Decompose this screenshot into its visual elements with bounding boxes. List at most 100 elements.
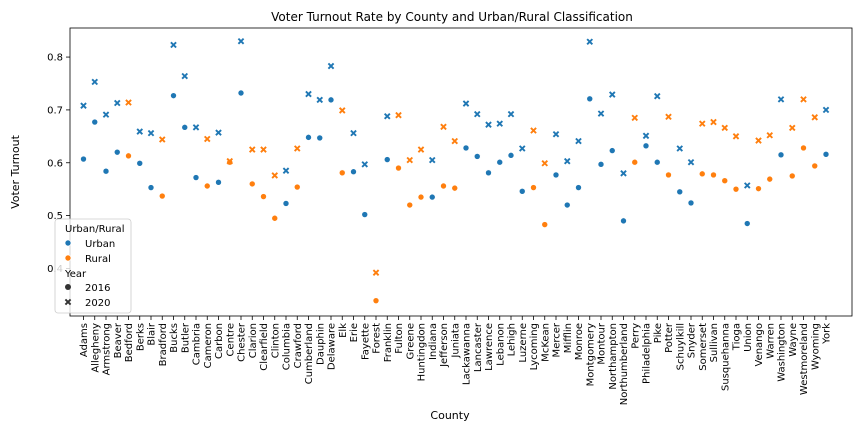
x-tick-label: Westmoreland	[799, 323, 810, 395]
point-2020	[158, 136, 166, 143]
point-2020	[80, 102, 87, 109]
point-2020	[473, 110, 481, 118]
legend-frame	[54, 218, 132, 314]
point-2020	[496, 120, 504, 127]
point-2020	[406, 156, 414, 164]
x-tick-label: Clinton	[270, 323, 281, 358]
point-2016	[800, 144, 807, 152]
point-2016	[642, 142, 650, 150]
x-tick-label: Fulton	[394, 323, 405, 354]
point-2016	[260, 193, 267, 200]
x-tick-label: Erie	[349, 323, 360, 342]
point-2020	[327, 62, 335, 70]
y-tick-label: 0.7	[47, 105, 63, 116]
point-2016	[181, 124, 189, 131]
point-2020	[631, 114, 639, 122]
legend-style-items: 2016 2020	[64, 283, 110, 309]
point-2020	[743, 182, 751, 189]
point-2020	[372, 269, 380, 276]
point-2016	[327, 96, 335, 104]
x-tick-label: Lackawanna	[462, 323, 473, 385]
x-tick-label: Berks	[135, 323, 146, 351]
point-2016	[721, 177, 729, 185]
point-2020	[563, 157, 571, 165]
x-tick-label: Blair	[147, 322, 158, 346]
point-2016	[350, 168, 357, 176]
point-2016	[125, 152, 132, 160]
x-tick-label: Forest	[372, 323, 383, 354]
x-tick-label: Centre	[225, 323, 236, 356]
x-tick-label: Snyder	[687, 322, 698, 358]
legend-hue-items: Urban Rural	[64, 239, 115, 265]
x-tick-label: York	[822, 323, 833, 345]
point-2020	[417, 146, 425, 153]
point-2016	[653, 158, 661, 166]
point-2016	[665, 171, 672, 179]
point-2016	[552, 171, 560, 179]
point-2020	[530, 127, 537, 134]
point-2016	[710, 171, 717, 179]
point-2016	[777, 151, 785, 159]
x-tick-label: Potter	[664, 322, 675, 353]
point-2020	[507, 110, 515, 118]
point-2016	[507, 152, 515, 159]
x-axis-label: County	[430, 409, 470, 422]
point-2016	[620, 217, 627, 225]
x-tick-label: Franklin	[383, 323, 394, 362]
point-2016	[406, 201, 414, 209]
point-2016	[293, 183, 301, 191]
legend-marker-rural	[64, 254, 72, 262]
x-tick-label: Northumberland	[619, 323, 630, 405]
x-tick-label: Juniata	[450, 323, 461, 359]
point-2020	[395, 111, 402, 119]
point-2020	[811, 114, 819, 121]
point-2020	[462, 100, 470, 107]
point-2020	[552, 130, 560, 138]
x-tick-label: Beaver	[113, 322, 124, 358]
point-2016	[91, 118, 99, 126]
x-tick-label: Mercer	[552, 322, 563, 357]
point-2016	[372, 297, 380, 304]
x-tick-label: Clarion	[248, 323, 259, 358]
point-2020	[788, 124, 796, 132]
x-tick-label: Delaware	[327, 323, 338, 370]
point-2016	[676, 188, 684, 196]
point-2016	[440, 182, 447, 190]
point-2020	[620, 170, 627, 177]
x-tick-label: Crawford	[293, 323, 304, 368]
plot-frame	[69, 27, 853, 317]
x-tick-label: Union	[743, 323, 754, 352]
x-tick-label: Montgomery	[585, 323, 596, 386]
point-2020	[687, 158, 695, 166]
x-tick-label: Armstrong	[102, 323, 113, 375]
x-tick-label: Lancaster	[473, 322, 484, 372]
point-2020	[350, 129, 357, 137]
point-2020	[248, 146, 256, 153]
point-2016	[158, 192, 166, 200]
x-tick-label: Northampton	[608, 323, 619, 390]
x-tick-label: Columbia	[282, 323, 293, 370]
x-tick-label: Pike	[653, 323, 664, 343]
point-2020	[293, 145, 301, 152]
x-tick-label: Lycoming	[529, 323, 540, 370]
x-tick-label: Greene	[405, 323, 416, 359]
point-2016	[811, 162, 819, 170]
x-tick-label: McKean	[540, 323, 551, 362]
x-tick-label: Fayette	[360, 323, 371, 360]
point-2016	[417, 193, 425, 201]
x-tick-label: Tioga	[732, 323, 743, 351]
legend-marker-2016	[65, 284, 71, 290]
point-2020	[271, 172, 279, 179]
point-2020	[383, 112, 391, 120]
point-2016	[237, 89, 245, 97]
y-tick-label: 0.6	[47, 158, 63, 169]
point-2020	[642, 132, 650, 140]
x-tick-label: Cumberland	[304, 323, 315, 384]
point-2016	[822, 150, 830, 158]
point-2016	[755, 185, 762, 192]
y-tick-label: 0.8	[47, 53, 63, 64]
point-2016	[282, 200, 290, 207]
point-2020	[428, 156, 436, 164]
point-2020	[541, 160, 549, 167]
x-tick-label: Washington	[777, 323, 788, 382]
